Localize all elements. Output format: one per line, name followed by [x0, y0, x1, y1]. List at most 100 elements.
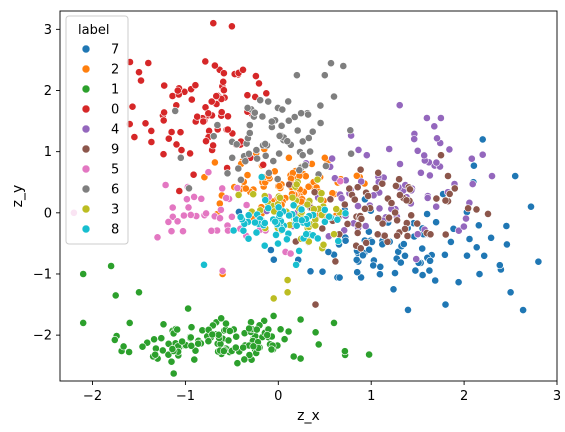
data-point	[360, 204, 369, 213]
data-point	[416, 168, 425, 177]
data-point	[147, 126, 156, 135]
data-point	[422, 114, 431, 122]
legend-label: 5	[111, 163, 119, 178]
data-point	[401, 251, 409, 260]
data-point	[462, 214, 470, 223]
data-point	[110, 335, 119, 344]
data-point	[119, 342, 128, 351]
data-point	[210, 61, 219, 70]
data-point	[391, 208, 399, 217]
data-point	[130, 133, 139, 141]
data-point	[534, 257, 543, 266]
legend: label 7 2 1 0 4 9 5 6 3 8	[65, 15, 129, 245]
data-point	[320, 217, 329, 226]
data-point	[444, 172, 452, 180]
data-point	[487, 233, 495, 242]
data-point	[395, 101, 404, 110]
data-point	[295, 166, 304, 175]
legend-marker	[81, 64, 91, 74]
data-point	[218, 266, 227, 275]
data-point	[396, 160, 404, 168]
x-axis-ticks: −2 −1 0 1 2 3	[83, 381, 561, 404]
data-point	[295, 246, 303, 255]
data-point	[232, 140, 241, 149]
data-point	[187, 323, 196, 332]
data-point	[259, 160, 268, 169]
data-point	[224, 336, 233, 345]
data-point	[324, 248, 333, 256]
data-point	[440, 250, 449, 259]
legend-label: 1	[111, 83, 119, 98]
data-point	[271, 217, 280, 226]
data-point	[304, 182, 313, 191]
y-tick-label: −1	[33, 267, 52, 282]
data-point	[423, 193, 432, 202]
y-tick-label: 2	[44, 84, 52, 99]
data-point	[252, 325, 261, 334]
data-point	[353, 268, 362, 277]
x-tick-label: 1	[367, 389, 375, 404]
legend-marker	[81, 144, 91, 154]
data-point	[178, 337, 186, 346]
data-point	[353, 228, 362, 237]
data-point	[168, 203, 177, 212]
data-point	[430, 122, 439, 131]
data-point	[432, 202, 441, 211]
data-point	[250, 108, 259, 117]
data-point	[404, 305, 412, 314]
series-9	[285, 151, 492, 309]
data-point	[441, 230, 450, 239]
data-point	[187, 341, 196, 350]
data-point	[371, 184, 380, 192]
data-point	[464, 204, 472, 213]
data-point	[395, 191, 404, 199]
data-point	[275, 131, 284, 140]
data-point	[301, 172, 310, 181]
data-point	[245, 121, 254, 129]
data-point	[184, 304, 192, 313]
data-point	[296, 354, 305, 363]
data-point	[227, 212, 236, 221]
data-point	[176, 153, 185, 162]
data-point	[432, 218, 440, 227]
data-point	[441, 196, 450, 205]
data-point	[339, 62, 348, 70]
data-point	[376, 262, 385, 271]
data-point	[459, 222, 468, 231]
data-point	[334, 237, 343, 245]
data-point	[160, 108, 168, 117]
data-point	[219, 69, 228, 78]
data-point	[282, 235, 291, 244]
data-point	[244, 234, 253, 243]
data-point	[79, 318, 88, 327]
data-point	[125, 318, 134, 327]
data-point	[337, 194, 346, 203]
data-point	[284, 97, 293, 106]
data-point	[177, 146, 186, 154]
data-point	[135, 288, 143, 297]
data-point	[310, 188, 319, 197]
data-point	[168, 212, 177, 221]
data-point	[320, 153, 329, 162]
data-point	[385, 145, 394, 153]
data-point	[173, 217, 182, 226]
data-point	[212, 92, 221, 100]
data-point	[255, 79, 263, 88]
data-point	[389, 285, 398, 294]
data-point	[125, 348, 134, 356]
data-point	[216, 214, 224, 223]
legend-marker	[81, 224, 91, 234]
data-point	[391, 269, 399, 277]
data-point	[219, 86, 228, 95]
data-point	[158, 346, 167, 355]
plot-frame	[59, 10, 558, 382]
x-tick-label: −1	[176, 389, 195, 404]
data-point	[454, 226, 463, 235]
data-point	[138, 342, 147, 351]
data-point	[175, 187, 184, 195]
data-point	[311, 300, 320, 309]
legend-label: 2	[111, 63, 119, 78]
data-point	[425, 171, 434, 180]
legend-box	[65, 15, 129, 245]
data-point	[297, 216, 306, 225]
